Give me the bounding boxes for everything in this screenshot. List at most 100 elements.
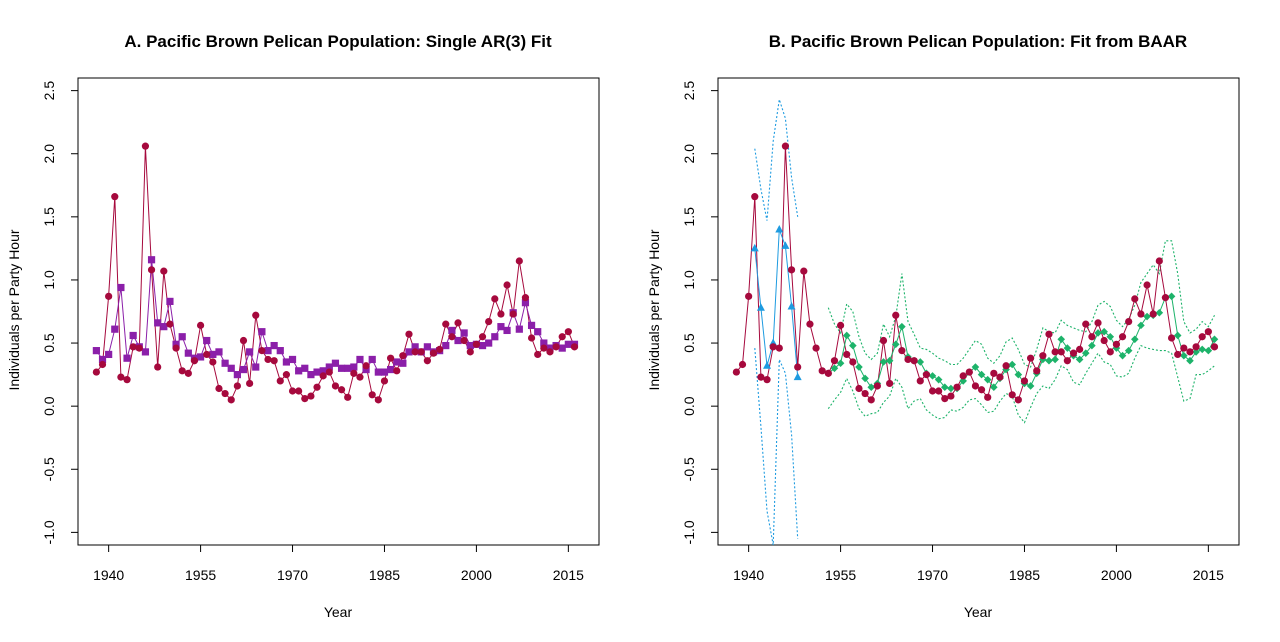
panel-b-observed-point bbox=[1020, 377, 1029, 385]
panel-a-fit-point bbox=[105, 350, 113, 359]
panel-b-late_fit-point bbox=[891, 340, 900, 349]
panel-a-fit-point bbox=[423, 343, 431, 351]
panel-a-observed-point bbox=[172, 344, 180, 352]
panel-a-observed-point bbox=[190, 357, 199, 365]
panel-b-observed-point bbox=[818, 367, 826, 375]
panel-a-observed-point bbox=[411, 348, 419, 356]
panel-a-observed-point bbox=[166, 320, 174, 328]
panel-a-ytick-label: -1.0 bbox=[41, 520, 57, 544]
panel-a-fit-point bbox=[337, 364, 346, 372]
panel-a-observed-point bbox=[497, 310, 505, 318]
panel-a-observed-point bbox=[491, 295, 499, 303]
panel-a-fit-point bbox=[270, 341, 278, 350]
panel-b-observed-point bbox=[892, 311, 900, 319]
panel-b-xtick-label: 1940 bbox=[733, 567, 764, 583]
panel-b-late_fit-point bbox=[1118, 351, 1127, 360]
panel-b-observed-point bbox=[1057, 348, 1065, 356]
panel-a-fit-point bbox=[233, 371, 241, 379]
panel-b-late_fit-point bbox=[836, 359, 845, 368]
panel-a-fit-point bbox=[546, 344, 554, 352]
panel-a-fit-point bbox=[380, 368, 389, 376]
panel-b-observed-point bbox=[843, 350, 851, 359]
panel-a-fit-point bbox=[141, 348, 150, 356]
panel-a-observed-point bbox=[356, 373, 364, 381]
panel-b-observed-point bbox=[1192, 343, 1200, 351]
panel-a-fit-point bbox=[258, 328, 266, 336]
panel-a-observed-point bbox=[546, 348, 554, 356]
panel-b-observed-point bbox=[916, 377, 924, 385]
panel-b-late_fit-lower-band bbox=[827, 344, 1215, 424]
panel-b-late_fit-point bbox=[1014, 370, 1023, 379]
panel-a-observed-point bbox=[344, 393, 352, 401]
panel-a-observed-point bbox=[399, 352, 407, 360]
panel-b-observed-point bbox=[1143, 281, 1151, 289]
panel-a-fit-point bbox=[209, 350, 217, 359]
panel-b-observed-point bbox=[1204, 328, 1212, 336]
panel-b-observed-point bbox=[806, 320, 814, 328]
panel-a-fit-point bbox=[313, 368, 321, 376]
panel-b-observed-point bbox=[1106, 348, 1114, 356]
panel-a-xlabel: Year bbox=[324, 604, 353, 620]
panel-b-early_fit-line bbox=[754, 229, 799, 378]
panel-b-observed-point bbox=[879, 336, 888, 345]
panel-b-late_fit-point bbox=[1045, 356, 1053, 365]
panel-b-observed-point bbox=[886, 379, 894, 388]
panel-b-late_fit-point bbox=[1137, 321, 1145, 330]
panel-b-observed-point bbox=[922, 371, 931, 379]
panel-a-fit-point bbox=[387, 365, 395, 374]
panel-b-observed-point bbox=[1076, 345, 1084, 353]
panel-b-observed-point bbox=[1149, 310, 1157, 318]
panel-a-observed-point bbox=[362, 362, 370, 370]
panel-b-observed-point bbox=[1186, 348, 1194, 356]
panel-b-observed-point bbox=[1131, 295, 1139, 303]
panel-b-xtick-label: 1955 bbox=[825, 567, 856, 583]
panel-a-fit-point bbox=[399, 359, 407, 367]
panel-b-observed-point bbox=[800, 267, 808, 275]
panel-a-fit-point bbox=[301, 364, 309, 372]
panel-a-observed-point bbox=[276, 377, 284, 385]
panel-b-observed-point bbox=[990, 369, 998, 377]
panel-b-observed-point bbox=[1167, 334, 1176, 342]
panel-b-late_fit-point bbox=[830, 364, 839, 373]
panel-a-fit-point bbox=[350, 363, 358, 371]
panel-b-late_fit-point bbox=[1124, 346, 1133, 355]
panel-b-late_fit-point bbox=[1173, 331, 1182, 340]
panel-b-late_fit-point bbox=[947, 384, 955, 393]
panel-b-late_fit-point bbox=[1143, 312, 1151, 321]
panel-a-observed-point bbox=[442, 320, 450, 328]
panel-a-observed-point bbox=[233, 382, 241, 390]
panel-a-ytick-label: 0.0 bbox=[41, 396, 57, 416]
panel-b-late_fit-point bbox=[1155, 308, 1164, 317]
panel-b-late_fit-point bbox=[1180, 351, 1188, 360]
panel-a-fit-point bbox=[178, 333, 186, 341]
panel-b-late_fit-point bbox=[940, 383, 949, 392]
panel-a-fit-point bbox=[405, 348, 413, 356]
panel-a-observed-point bbox=[331, 382, 340, 390]
panel-b-observed-point bbox=[1174, 350, 1182, 359]
panel-a-observed-point bbox=[319, 372, 327, 380]
panel-b-late_fit-point bbox=[1026, 382, 1035, 390]
panel-a-fit-point bbox=[534, 328, 542, 336]
panel-a-observed-point bbox=[448, 333, 456, 341]
panel-b-observed-point bbox=[910, 357, 918, 365]
panel-b-observed-point bbox=[861, 389, 869, 398]
panel-b-observed-point bbox=[1125, 317, 1133, 326]
panel-a-fit-point bbox=[503, 326, 511, 335]
panel-a: A. Pacific Brown Pelican Population: Sin… bbox=[6, 32, 600, 620]
panel-b-observed-point bbox=[959, 372, 967, 380]
panel-a-observed-point bbox=[92, 368, 100, 376]
panel-b-observed-point bbox=[1198, 333, 1206, 341]
panel-a-observed-point bbox=[540, 344, 548, 352]
panel-a-xtick-label: 1970 bbox=[277, 567, 308, 583]
panel-a-observed-point bbox=[288, 387, 297, 395]
panel-b-late_fit-point bbox=[1088, 341, 1096, 350]
panel-a-observed-point bbox=[460, 336, 468, 345]
panel-b-late_fit-point bbox=[1131, 335, 1139, 344]
panel-a-fit-point bbox=[196, 353, 205, 361]
panel-b-observed-point bbox=[1039, 352, 1047, 360]
panel-a-observed-point bbox=[515, 257, 523, 265]
panel-a-fit-point bbox=[221, 359, 229, 367]
panel-a-fit-point bbox=[98, 355, 107, 364]
panel-b-observed-point bbox=[1112, 340, 1121, 348]
panel-b-xlabel: Year bbox=[964, 604, 993, 620]
